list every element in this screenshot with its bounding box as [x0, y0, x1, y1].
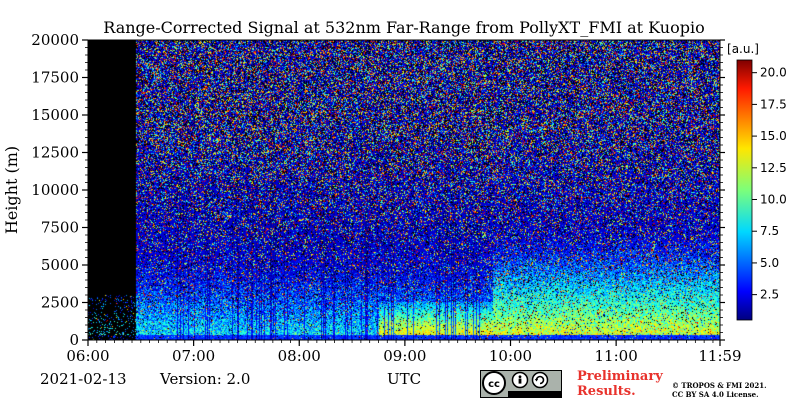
x-axis-label: UTC — [387, 370, 422, 388]
svg-text:SA: SA — [537, 392, 546, 399]
x-tick-label: 06:00 — [66, 347, 109, 365]
y-tick-label: 7500 — [41, 219, 79, 237]
y-tick-label: 17500 — [31, 69, 79, 87]
chart-title: Range-Corrected Signal at 532nm Far-Rang… — [103, 18, 704, 37]
footer-date: 2021-02-13 — [40, 370, 127, 388]
copyright-line: © TROPOS & FMI 2021. — [672, 381, 767, 390]
y-tick-label: 0 — [69, 331, 79, 349]
results-line: Results. — [577, 384, 636, 399]
y-tick-label: 2500 — [41, 294, 79, 312]
y-tick-label: 12500 — [31, 144, 79, 162]
colorbar-tick-label: 20.0 — [760, 66, 787, 80]
colorbar: [a.u.] 2.5 5.0 7.5 10.0 12.5 15.0 17.5 20.0 — [727, 42, 787, 321]
preliminary-results-note: Preliminary Results. — [577, 369, 663, 399]
colorbar-tick-label: 12.5 — [760, 161, 787, 175]
colorbar-scale — [736, 59, 753, 321]
y-tick-label: 20000 — [31, 31, 79, 49]
x-tick-label: 11:59 — [698, 347, 741, 365]
colorbar-tick-label: 15.0 — [760, 129, 787, 143]
svg-text:cc: cc — [488, 379, 500, 390]
license-line: CC BY SA 4.0 License. — [672, 390, 759, 399]
axes-ticks: 06:00 07:00 08:00 09:00 10:00 11:00 11:59 0 2500… — [31, 31, 741, 365]
copyright-note: © TROPOS & FMI 2021. CC BY SA 4.0 Licens… — [672, 381, 767, 399]
sa-icon — [531, 371, 549, 389]
footer-version: Version: 2.0 — [160, 370, 251, 388]
x-tick-label: 11:00 — [595, 347, 638, 365]
cc-icon — [482, 371, 506, 395]
colorbar-ticks: 2.5 5.0 7.5 10.0 12.5 15.0 17.5 20.0 — [752, 66, 787, 302]
colorbar-tick-label: 5.0 — [760, 256, 779, 270]
preliminary-line: Preliminary — [577, 369, 663, 384]
colorbar-tick-label: 7.5 — [760, 224, 779, 238]
signal-heatmap — [88, 40, 720, 340]
x-tick-label: 09:00 — [383, 347, 426, 365]
cc-license-badge: cc BY SA — [480, 370, 562, 398]
x-tick-label: 10:00 — [489, 347, 532, 365]
y-tick-label: 15000 — [31, 106, 79, 124]
colorbar-tick-label: 2.5 — [760, 288, 779, 302]
colorbar-tick-label: 10.0 — [760, 193, 787, 207]
y-tick-label: 10000 — [31, 181, 79, 199]
colorbar-unit: [a.u.] — [727, 42, 759, 56]
y-axis-label: Height (m) — [2, 146, 21, 234]
colorbar-tick-label: 17.5 — [760, 97, 787, 111]
y-tick-label: 5000 — [41, 256, 79, 274]
svg-text:BY: BY — [517, 392, 525, 399]
x-tick-label: 07:00 — [172, 347, 215, 365]
x-tick-label: 08:00 — [278, 347, 321, 365]
plot-area — [87, 39, 721, 341]
